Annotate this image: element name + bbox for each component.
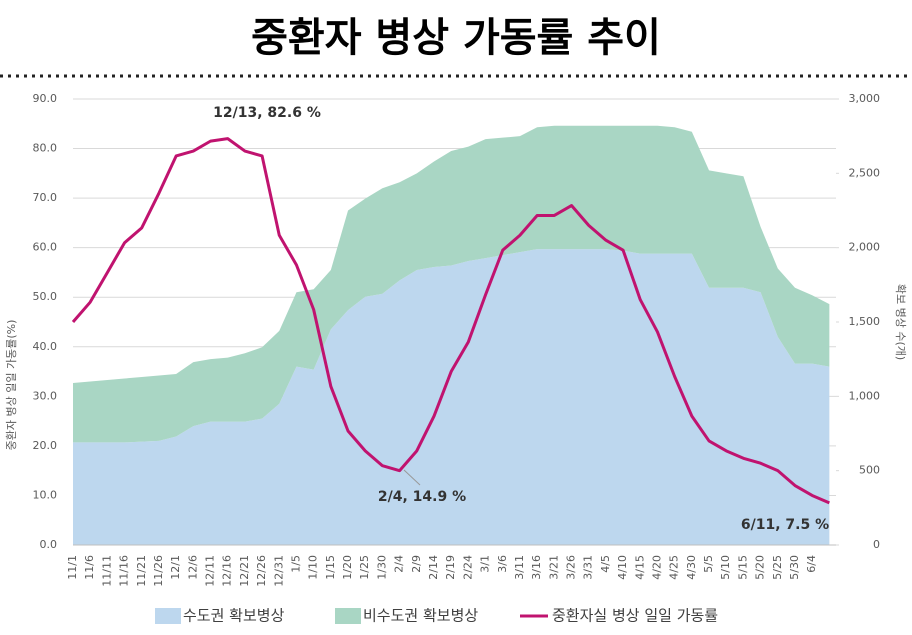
x-tick-label: 2/9 [410, 555, 423, 573]
y-axis-label: 중환자 병상 일일 가동률(%) [4, 320, 18, 451]
x-tick-label: 5/25 [771, 555, 784, 580]
x-tick-label: 11/21 [135, 555, 148, 587]
legend-swatch [155, 608, 181, 624]
x-tick-label: 12/26 [255, 555, 268, 587]
line [71, 137, 830, 505]
x-tick-label: 5/5 [702, 555, 715, 573]
y2-tick-label: 3,000 [849, 92, 881, 105]
x-tick-label: 3/6 [496, 555, 509, 573]
x-tick-label: 1/25 [358, 555, 371, 580]
x-tick-label: 1/20 [341, 555, 354, 580]
y2-tick-label: 0 [873, 538, 880, 551]
x-tick-label: 12/16 [221, 555, 234, 587]
x-tick-label: 4/20 [650, 555, 663, 580]
annotation: 6/11, 7.5 % [741, 517, 829, 533]
x-tick-label: 3/31 [582, 555, 595, 580]
x-tick-label: 4/5 [599, 555, 612, 573]
x-tick-label: 2/4 [393, 555, 406, 573]
x-tick-label: 3/26 [565, 555, 578, 580]
legend-label: 수도권 확보병상 [183, 607, 285, 625]
x-tick-label: 6/4 [805, 555, 818, 573]
legend-label: 비수도권 확보병상 [363, 607, 478, 625]
x-tick-label: 1/15 [324, 555, 337, 580]
y2-tick-label: 2,500 [849, 166, 881, 179]
x-tick-label: 1/30 [375, 555, 388, 580]
x-tick-label: 2/19 [444, 555, 457, 580]
y2-tick-label: 1,500 [849, 315, 881, 328]
annotation-leader [403, 469, 421, 486]
x-tick-label: 4/15 [633, 555, 646, 580]
x-tick-label: 12/1 [169, 555, 182, 580]
annotation: 12/13, 82.6 % [213, 105, 321, 121]
y-tick-label: 80.0 [33, 142, 58, 155]
y-tick-label: 40.0 [33, 340, 58, 353]
area [73, 125, 830, 443]
y2-axis-label: 확보 병상 수(개) [894, 284, 907, 360]
x-tick-label: 12/11 [204, 555, 217, 587]
y2-tick-label: 2,000 [849, 241, 881, 254]
x-tick-label: 3/16 [530, 555, 543, 580]
y-tick-label: 20.0 [33, 439, 58, 452]
chart-title: 중환자 병상 가동률 추이 [251, 15, 661, 61]
x-tick-label: 11/6 [83, 555, 96, 580]
y-tick-label: 50.0 [33, 290, 58, 303]
x-tick-label: 5/10 [719, 555, 732, 580]
legend-label: 중환자실 병상 일일 가동률 [552, 607, 718, 625]
x-tick-label: 3/11 [513, 555, 526, 580]
legend-swatch [335, 608, 361, 624]
y-tick-label: 70.0 [33, 191, 58, 204]
x-tick-label: 11/1 [66, 555, 79, 580]
area [73, 249, 830, 546]
y-tick-label: 10.0 [33, 488, 58, 501]
x-tick-label: 2/24 [461, 555, 474, 580]
x-tick-label: 12/6 [186, 555, 199, 580]
y2-tick-label: 1,000 [849, 389, 881, 402]
x-tick-label: 1/10 [307, 555, 320, 580]
y2-tick-label: 500 [859, 464, 880, 477]
y-tick-label: 60.0 [33, 241, 58, 254]
annotation: 2/4, 14.9 % [378, 489, 466, 505]
x-tick-label: 1/5 [289, 555, 302, 573]
y-tick-label: 90.0 [33, 92, 58, 105]
x-tick-label: 5/30 [788, 555, 801, 580]
x-tick-label: 5/20 [754, 555, 767, 580]
x-tick-label: 11/11 [100, 555, 113, 587]
x-tick-label: 4/10 [616, 555, 629, 580]
x-tick-label: 3/1 [479, 555, 492, 573]
x-tick-label: 4/25 [668, 555, 681, 580]
x-tick-label: 12/21 [238, 555, 251, 587]
x-tick-label: 11/26 [152, 555, 165, 587]
y-tick-label: 30.0 [33, 389, 58, 402]
x-tick-label: 5/15 [736, 555, 749, 580]
x-tick-label: 2/14 [427, 555, 440, 580]
x-tick-label: 11/16 [118, 555, 131, 587]
x-tick-label: 3/21 [547, 555, 560, 580]
x-tick-label: 12/31 [272, 555, 285, 587]
y-tick-label: 0.0 [40, 538, 58, 551]
x-tick-label: 4/30 [685, 555, 698, 580]
